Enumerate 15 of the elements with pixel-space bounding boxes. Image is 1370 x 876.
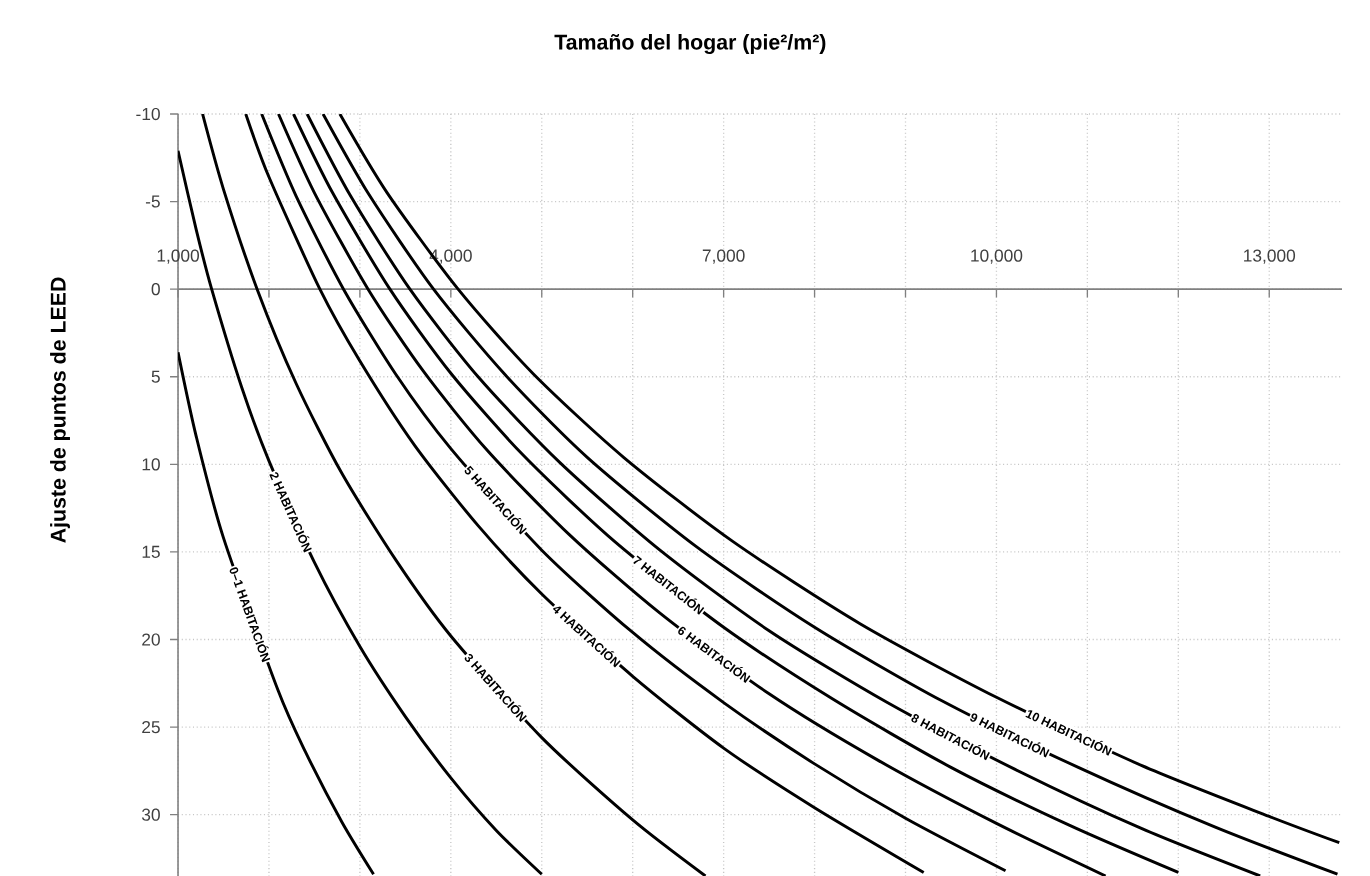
y-tick-label: 20 (142, 633, 160, 646)
y-tick-label: 30 (141, 808, 160, 821)
y-tick-label: 15 (142, 545, 160, 558)
y-tick-label: 0 (151, 283, 160, 296)
x-tick-label: 13,000 (1244, 249, 1296, 264)
x-axis-title: Tamaño del hogar (pie²/m²) (554, 33, 826, 54)
y-tick-label: 10 (142, 458, 160, 471)
y-tick-label: -5 (145, 195, 160, 208)
y-axis-title: Ajuste de puntos de LEED (50, 277, 70, 543)
x-tick-label: 7,000 (702, 249, 745, 264)
y-tick-label: 25 (142, 720, 160, 734)
x-tick-label: 1,000 (157, 249, 200, 264)
y-tick-label: 5 (151, 370, 160, 383)
y-tick-label: -10 (136, 107, 160, 121)
x-tick-label: 10,000 (971, 249, 1023, 264)
